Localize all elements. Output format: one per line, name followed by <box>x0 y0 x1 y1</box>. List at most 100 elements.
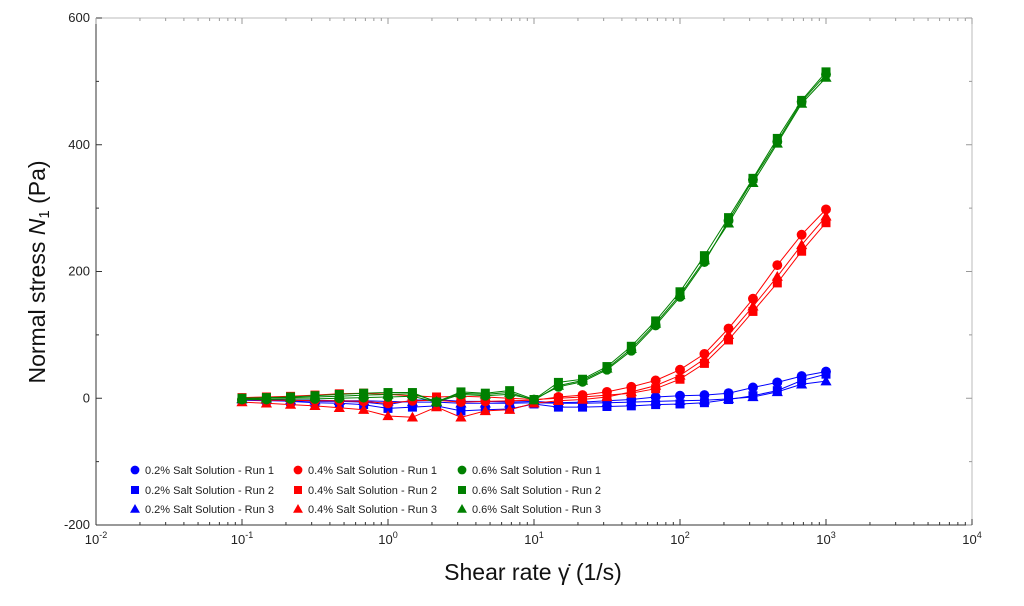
data-point <box>722 217 735 228</box>
x-tick-label: 101 <box>524 530 543 547</box>
data-point <box>576 393 589 404</box>
legend-item: 0.4% Salt Solution - Run 1 <box>293 465 437 477</box>
data-point <box>772 260 783 271</box>
legend-marker <box>457 465 467 475</box>
data-point <box>504 386 516 397</box>
legend-label: 0.2% Salt Solution - Run 3 <box>145 504 274 516</box>
data-point <box>625 386 637 397</box>
data-point <box>748 293 758 304</box>
data-point <box>772 278 782 288</box>
data-point <box>771 270 783 281</box>
legend-item: 0.2% Salt Solution - Run 2 <box>131 485 274 497</box>
data-point <box>675 364 685 375</box>
data-point <box>407 402 417 412</box>
data-point <box>796 229 807 240</box>
data-point <box>456 406 466 416</box>
data-point <box>748 382 758 393</box>
legend-item: 0.4% Salt Solution - Run 3 <box>293 504 437 516</box>
series-line <box>241 77 827 402</box>
data-point <box>406 388 419 398</box>
data-point <box>820 375 832 386</box>
series-9 <box>236 71 832 406</box>
data-point <box>625 396 637 407</box>
data-point <box>722 393 735 404</box>
data-point <box>724 213 734 223</box>
x-tick-label: 104 <box>962 530 981 547</box>
y-axis-title: Normal stress N1 (Pa) <box>24 160 53 383</box>
data-point <box>479 405 491 416</box>
legend-label: 0.4% Salt Solution - Run 3 <box>308 504 437 516</box>
legend: 0.2% Salt Solution - Run 1 0.2% Salt Solu… <box>130 465 601 516</box>
legend-marker <box>131 486 139 494</box>
series-layer <box>236 67 832 422</box>
data-point <box>699 358 709 368</box>
data-point <box>358 404 370 414</box>
series-line <box>241 222 827 401</box>
data-point <box>796 378 808 389</box>
data-point <box>796 239 808 250</box>
data-point <box>601 397 613 407</box>
data-point <box>358 389 370 400</box>
data-point <box>698 394 711 405</box>
legend-label: 0.2% Salt Solution - Run 1 <box>145 465 274 477</box>
x-tick-label: 10-2 <box>85 530 107 547</box>
data-point <box>723 323 734 334</box>
legend-label: 0.6% Salt Solution - Run 3 <box>472 504 601 516</box>
data-point <box>430 395 443 406</box>
series-line <box>242 74 827 403</box>
data-point <box>674 289 686 300</box>
data-point <box>382 410 394 421</box>
data-point <box>796 97 808 108</box>
legend-item: 0.6% Salt Solution - Run 1 <box>457 465 601 477</box>
legend-label: 0.2% Salt Solution - Run 2 <box>145 485 274 497</box>
series-4 <box>237 204 831 409</box>
data-point <box>747 300 759 311</box>
data-point <box>748 306 758 316</box>
legend-label: 0.6% Salt Solution - Run 2 <box>472 485 601 497</box>
data-point <box>333 402 345 412</box>
x-tick-label: 100 <box>378 530 397 547</box>
data-point <box>674 369 686 380</box>
x-axis-title: Shear rate γ̇ (1/s) <box>444 559 622 585</box>
legend-marker <box>294 486 302 494</box>
series-5 <box>237 218 831 405</box>
legend-label: 0.4% Salt Solution - Run 2 <box>308 485 437 497</box>
data-point <box>601 391 613 402</box>
y-tick-label: 600 <box>68 10 90 25</box>
data-point <box>797 246 807 256</box>
data-point <box>698 254 711 265</box>
x-tick-label: 103 <box>816 530 835 547</box>
data-point <box>552 379 565 390</box>
data-point <box>383 403 393 413</box>
data-point <box>236 393 248 404</box>
data-point <box>479 388 491 399</box>
data-point <box>820 71 832 82</box>
data-point <box>820 210 832 221</box>
data-point <box>552 395 565 405</box>
x-tick-label: 102 <box>670 530 689 547</box>
data-point <box>576 374 589 385</box>
data-point <box>333 390 345 401</box>
legend-marker <box>293 465 303 475</box>
data-point <box>650 379 662 390</box>
axes-layer: -200 0 200 400 600 10-2 10-1 100 101 102 103 104 <box>64 10 982 547</box>
data-point <box>625 343 637 354</box>
data-point <box>504 404 516 414</box>
legend-item: 0.6% Salt Solution - Run 3 <box>457 504 601 516</box>
series-2 <box>237 369 831 416</box>
legend-marker <box>457 504 467 513</box>
legend-marker <box>458 486 466 494</box>
data-point <box>528 394 540 405</box>
legend-marker <box>130 504 140 513</box>
data-point <box>309 400 321 411</box>
data-point <box>771 386 783 397</box>
data-point <box>455 387 467 398</box>
series-line <box>241 71 827 403</box>
legend-item: 0.4% Salt Solution - Run 2 <box>294 485 437 497</box>
data-point <box>821 67 831 77</box>
legend-item: 0.6% Salt Solution - Run 2 <box>458 485 601 497</box>
plot-frame <box>95 17 973 526</box>
data-point <box>601 362 613 373</box>
legend-item: 0.2% Salt Solution - Run 1 <box>130 465 274 477</box>
